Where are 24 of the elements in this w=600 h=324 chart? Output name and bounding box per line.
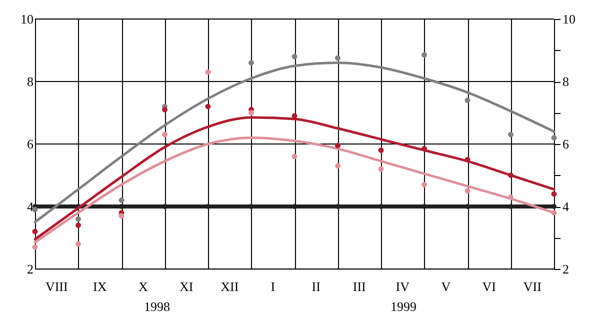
text: VIII: [45, 279, 68, 294]
y2-tick-label: 6: [562, 136, 570, 152]
y2-tick-label: 4: [562, 199, 570, 214]
text: I: [270, 279, 276, 294]
y2-tick-label: 10: [562, 12, 576, 26]
text: XI: [180, 279, 194, 294]
y-tick-label: 4: [27, 199, 34, 214]
text: III: [352, 279, 366, 294]
text: VII: [523, 279, 542, 294]
text: 1999: [390, 299, 416, 314]
text: V: [441, 279, 452, 294]
text: IX: [93, 279, 108, 294]
text: XII: [220, 279, 239, 294]
text: VI: [482, 279, 496, 294]
y-tick-label: 10: [20, 12, 34, 26]
text: II: [312, 279, 320, 294]
y-tick-label: 2: [27, 262, 34, 276]
y-tick-label: 8: [27, 74, 34, 89]
text: X: [138, 279, 148, 294]
y2-tick-label: 2: [562, 262, 569, 276]
y-tick-label: 6: [27, 136, 34, 152]
text: IV: [396, 279, 410, 294]
y2-tick-label: 8: [562, 74, 569, 89]
text: 1998: [144, 299, 170, 314]
